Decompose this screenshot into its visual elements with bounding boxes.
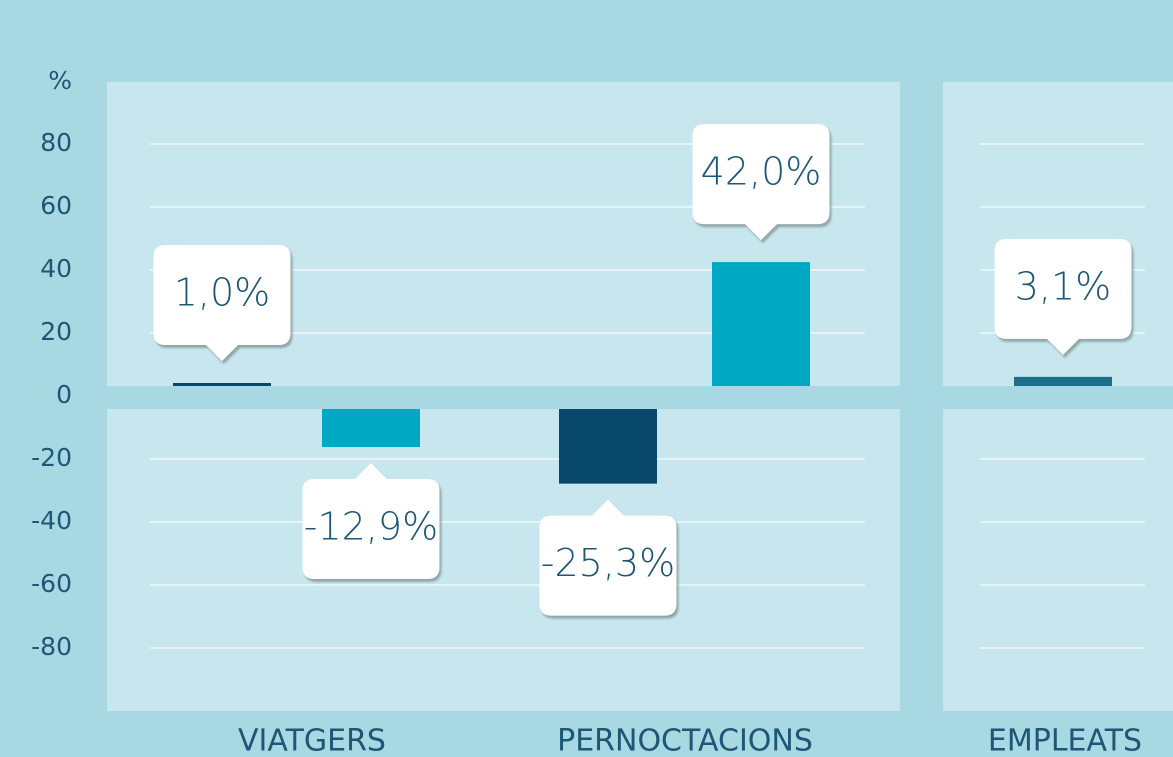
x-tick-label: EMPLEATS <box>988 724 1142 757</box>
bar <box>559 409 657 484</box>
bar <box>322 409 420 448</box>
y-tick-label: 80 <box>40 128 72 157</box>
callout-box <box>539 499 677 616</box>
callout-box <box>994 238 1132 355</box>
bar <box>173 383 271 386</box>
callout: 42,0% <box>692 124 830 241</box>
value-label: 42,0% <box>701 150 822 194</box>
panel <box>107 409 900 711</box>
callout-box <box>692 124 830 241</box>
y-tick-label: 20 <box>40 317 72 346</box>
callout: -25,3% <box>539 499 677 616</box>
callout: 1,0% <box>153 245 291 361</box>
y-tick-label: 60 <box>40 191 72 220</box>
callout: -12,9% <box>302 463 440 580</box>
bar <box>1014 376 1112 386</box>
x-tick-label: PERNOCTACIONS <box>557 724 813 757</box>
bar <box>712 262 810 386</box>
y-tick-label: -60 <box>31 569 72 598</box>
callout-box <box>302 463 440 580</box>
value-label: 3,1% <box>1015 264 1112 308</box>
y-tick-label: -20 <box>31 443 72 472</box>
panel <box>943 409 1173 711</box>
callout-box <box>153 245 291 361</box>
value-label: 1,0% <box>174 271 271 315</box>
y-tick-label: 40 <box>40 254 72 283</box>
callout: 3,1% <box>994 238 1132 355</box>
y-tick-label: -40 <box>31 506 72 535</box>
x-tick-label: VIATGERS <box>238 724 386 757</box>
y-axis-label: % <box>48 66 72 95</box>
value-label: -12,9% <box>304 505 438 549</box>
y-tick-label: -80 <box>31 632 72 661</box>
y-tick-label: 0 <box>56 380 72 409</box>
value-label: -25,3% <box>541 541 675 585</box>
